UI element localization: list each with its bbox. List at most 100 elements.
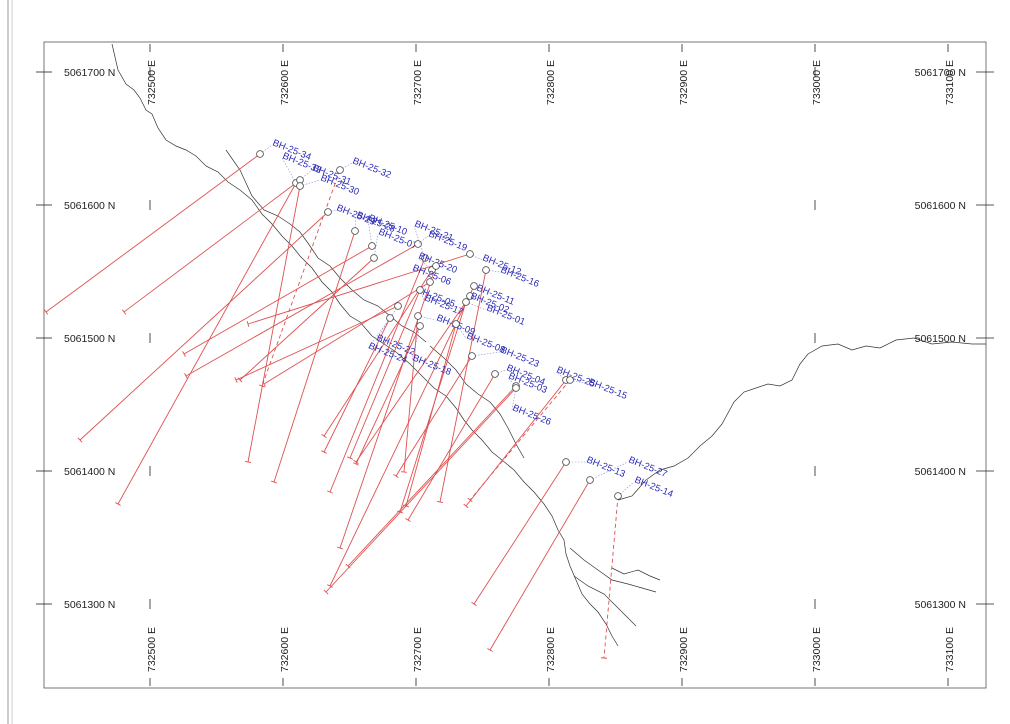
borehole-leader [367,317,391,349]
borehole-leader [339,162,353,171]
northing-label-right: 5061400 N [915,466,966,478]
borehole-trace-endcap [353,459,359,465]
borehole-label: BH-25-32 [351,156,393,181]
northing-label-left: 5061400 N [64,466,115,478]
borehole-trace-bh-25-33 [117,182,297,505]
borehole-collar-bh-25-05[interactable] [426,278,434,286]
borehole-collar-bh-25-17[interactable] [416,286,424,294]
borehole-collar-bh-25-32[interactable] [336,166,344,174]
easting-label-bottom: 732900 E [678,627,690,672]
borehole-trace-endcap [43,309,49,315]
northing-label-left: 5061600 N [64,200,115,212]
borehole-trace-endcap [353,462,359,466]
borehole-trace-endcap [337,546,343,550]
topography-lines [111,43,986,647]
borehole-leader [555,371,567,381]
borehole-trace-endcap [244,461,252,463]
borehole-trace-endcap [259,384,265,388]
borehole-trace-bh-25-09 [403,315,419,473]
borehole-trace-bh-25-22 [235,305,399,381]
borehole-leader [259,144,273,155]
borehole-collar-bh-25-26[interactable] [512,384,520,392]
borehole-collar-bh-25-08[interactable] [452,320,460,328]
borehole-trace-endcap [321,433,327,439]
borehole-trace-bh-25-20 [323,269,433,437]
borehole-trace-bh-25-16 [439,269,487,503]
borehole-collar-bh-25-18[interactable] [416,322,424,330]
borehole-trace-bh-25-17 [349,289,421,459]
borehole-trace-bh-25-13 [473,461,567,605]
borehole-leader [373,233,379,259]
borehole-collar-bh-25-02[interactable] [466,292,474,300]
borehole-collar-bh-25-06[interactable] [432,262,440,270]
borehole-collar-bh-25-04[interactable] [491,370,499,378]
easting-labels-top: 732500 E 732600 E 732700 E 732800 E 7329… [146,60,956,105]
borehole-traces [43,153,619,659]
borehole-trace-endcap [436,500,444,504]
borehole-trace-endcap [184,373,188,379]
borehole-collar-bh-25-28[interactable] [351,227,359,235]
borehole-collar-bh-25-30[interactable] [296,182,304,190]
borehole-label: BH-25-26 [511,403,553,428]
borehole-trace-endcap [471,601,477,607]
easting-label-top: 733100 E [944,60,956,105]
easting-label-bottom: 732700 E [412,627,424,672]
topo-line-road-2 [429,345,525,459]
borehole-trace-endcap [487,648,493,652]
borehole-collar-bh-25-13[interactable] [562,458,570,466]
borehole-leader [485,269,501,273]
borehole-leader [471,351,501,357]
borehole-label: BH-25-13 [585,455,627,480]
borehole-trace-endcap [77,437,83,443]
borehole-trace-bh-25-04 [407,373,496,521]
borehole-trace-bh-25-24 [323,317,391,453]
borehole-collar-bh-25-22[interactable] [394,302,402,310]
borehole-label: BH-25-27 [627,455,669,480]
borehole-collar-bh-25-11[interactable] [470,282,478,290]
borehole-label: BH-25-15 [587,377,629,402]
borehole-trace-endcap [327,584,333,588]
borehole-collar-bh-25-19[interactable] [414,240,422,248]
borehole-trace-endcap [182,351,186,357]
borehole-collar-bh-25-09[interactable] [414,312,422,320]
borehole-collar-bh-25-15[interactable] [566,376,574,384]
topo-line-creek-a [569,547,657,593]
easting-label-bottom: 733100 E [944,627,956,672]
easting-labels-bottom: 732500 E 732600 E 732700 E 732800 E 7329… [146,627,956,672]
borehole-collar-bh-25-14[interactable] [614,492,622,500]
northing-label-right: 5061300 N [915,599,966,611]
topo-line-east [617,337,986,501]
easting-label-top: 732700 E [412,60,424,105]
borehole-trace-bh-25-10 [183,245,373,355]
borehole-collar-bh-25-23[interactable] [468,352,476,360]
borehole-trace-endcap [467,497,473,503]
borehole-collar-bh-25-10[interactable] [368,242,376,250]
borehole-trace-bh-25-34 [45,153,261,313]
borehole-trace-endcap [393,474,399,478]
borehole-trace-bh-25-31 [123,179,301,313]
easting-label-top: 732800 E [545,60,557,105]
borehole-collar-bh-25-29[interactable] [324,208,332,216]
borehole-leader [367,219,373,247]
borehole-collar-bh-25-16[interactable] [482,266,490,274]
easting-label-top: 732600 E [279,60,291,105]
borehole-collar-bh-25-07[interactable] [370,254,378,262]
borehole-collar-bh-25-12[interactable] [466,250,474,258]
borehole-collar-bh-25-34[interactable] [256,150,264,158]
easting-label-bottom: 732600 E [279,627,291,672]
borehole-collar-bh-25-24[interactable] [386,314,394,322]
borehole-leader [413,225,426,259]
borehole-leader [411,265,437,271]
borehole-trace-endcap [321,450,327,454]
borehole-leader [417,235,429,245]
easting-label-bottom: 732500 E [146,627,158,672]
borehole-collar-bh-25-21[interactable] [421,254,429,262]
borehole-trace-bh-25-19 [185,243,419,377]
borehole-trace-bh-25-07 [239,257,375,381]
borehole-trace-bh-25-18 [355,325,421,465]
borehole-collar-bh-25-27[interactable] [586,476,594,484]
easting-label-top: 733000 E [811,60,823,105]
borehole-collar-bh-25-01[interactable] [462,298,470,306]
topo-line-creek-c [611,567,661,581]
